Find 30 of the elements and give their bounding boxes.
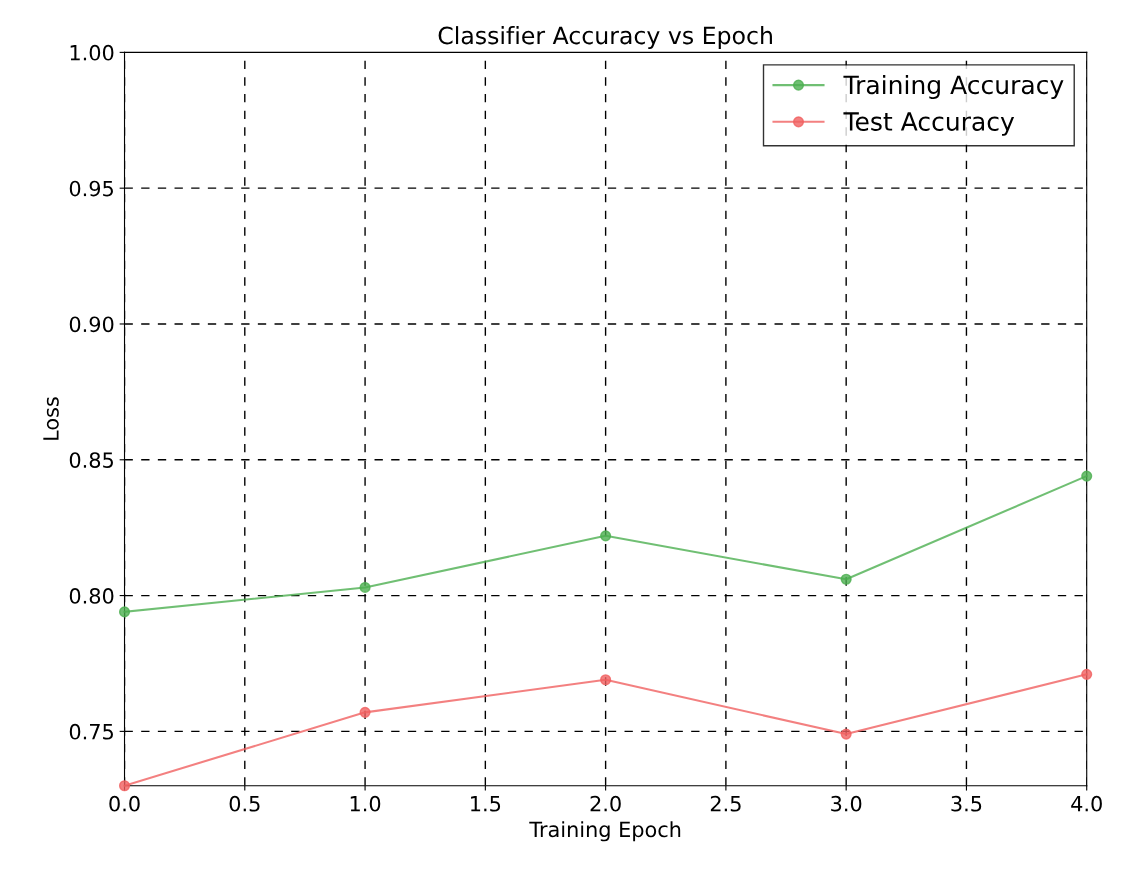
- x-axis-title: Training Epoch: [529, 821, 681, 842]
- y-tick-label: 0.90: [69, 316, 114, 333]
- point: [359, 706, 371, 718]
- y-tick-label: 0.75: [69, 723, 113, 740]
- x-tick-label: 3.0: [831, 795, 862, 812]
- y-tick-label: 1.00: [70, 44, 114, 61]
- legend-label: Training Accuracy: [843, 74, 1064, 100]
- y-tick-label: 0.80: [69, 588, 114, 604]
- y-tick-label: 0.85: [69, 452, 113, 468]
- x-tick-label: 1.0: [350, 795, 381, 812]
- point: [600, 530, 612, 542]
- y-tick-label: 0.95: [69, 180, 113, 197]
- x-tick-label: 4.0: [1071, 795, 1102, 812]
- x-tick-label: 3.5: [951, 795, 982, 812]
- point: [359, 581, 371, 593]
- point: [840, 728, 852, 740]
- x-tick-label: 0.5: [229, 795, 260, 812]
- point: [600, 674, 612, 686]
- y-axis-title: Loss: [43, 397, 59, 440]
- x-tick-label: 0.0: [109, 795, 140, 812]
- point: [1081, 470, 1093, 482]
- x-tick-label: 1.5: [471, 796, 501, 812]
- x-tick-label: 2.0: [590, 795, 621, 812]
- legend-label: Test Accuracy: [843, 112, 1015, 136]
- x-tick-label: 2.5: [710, 795, 741, 812]
- point: [1081, 668, 1093, 680]
- chart-title: Classifier Accuracy vs Epoch: [438, 26, 772, 49]
- point: [118, 606, 131, 618]
- point: [118, 780, 131, 792]
- point: [840, 573, 852, 585]
